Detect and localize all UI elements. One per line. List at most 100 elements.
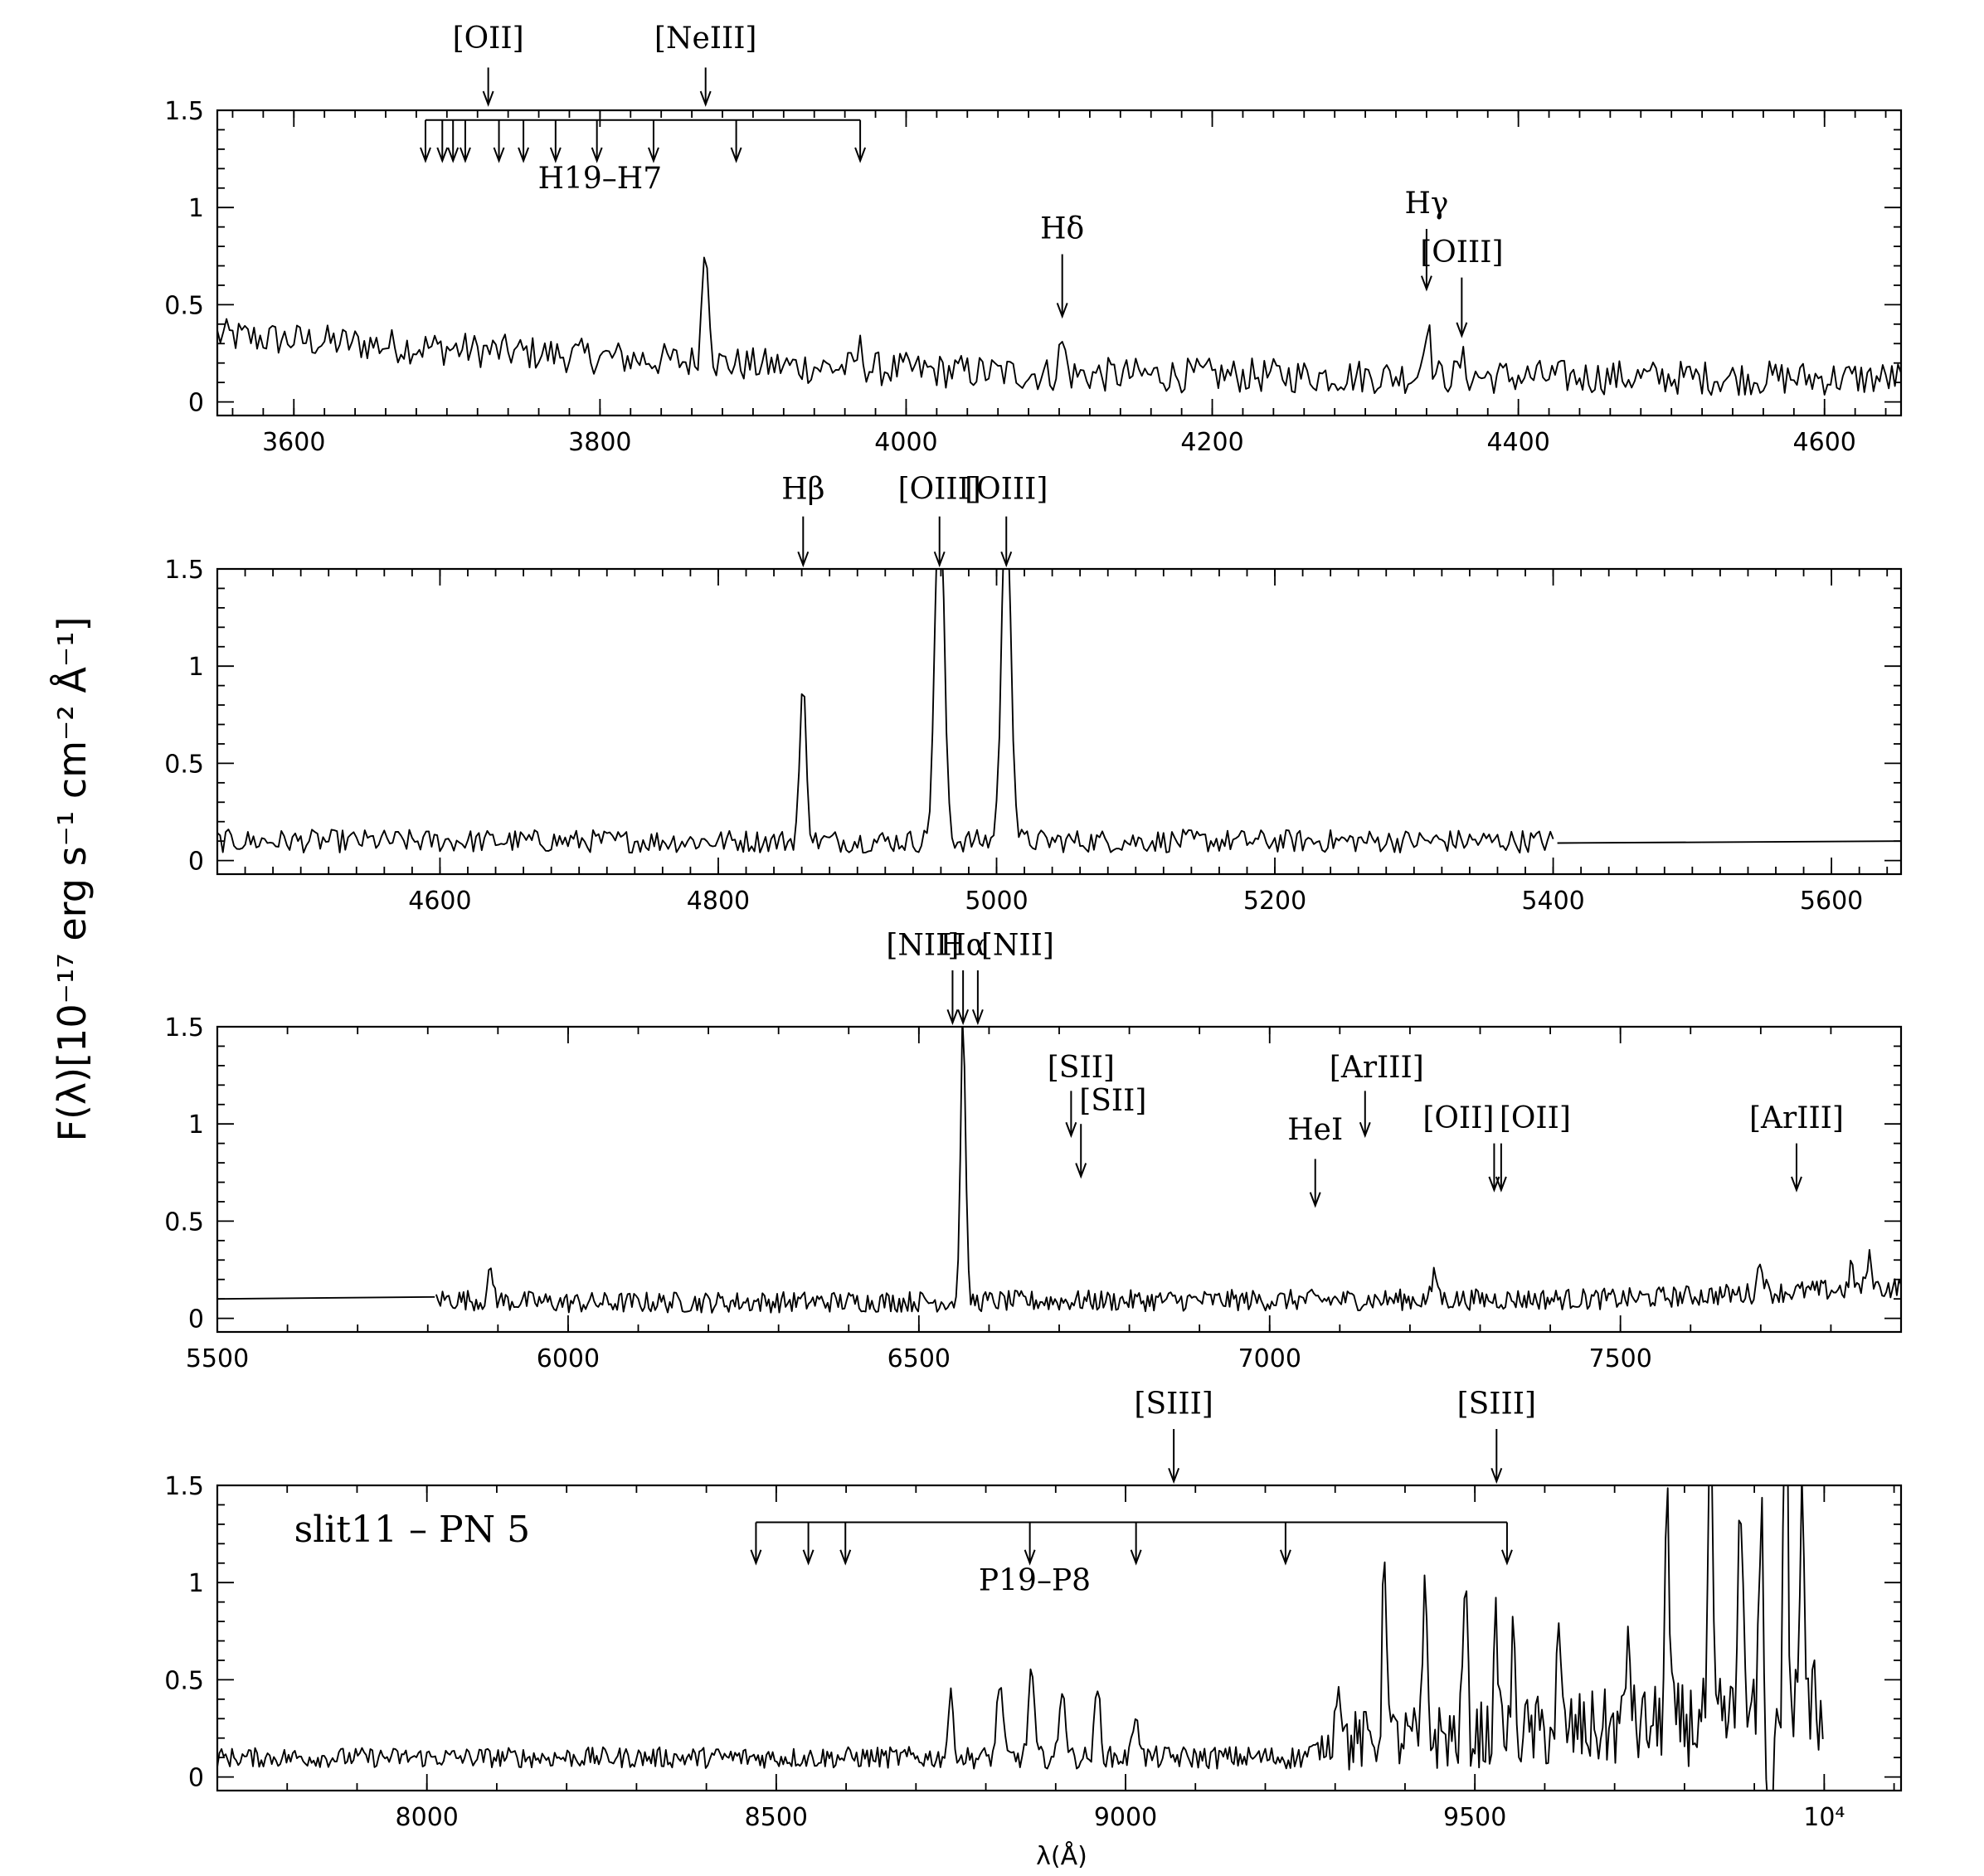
x-tick-label: 4600 — [408, 887, 471, 916]
x-tick-label: 5000 — [965, 887, 1028, 916]
line-id-arrow-head — [1495, 1176, 1507, 1193]
line-id-label: [SIII] — [1457, 1387, 1536, 1421]
line-id-arrow-head — [971, 1008, 984, 1026]
series-arrow-head — [730, 147, 742, 163]
x-tick-label: 4400 — [1486, 428, 1549, 457]
series-arrow-head — [750, 1549, 762, 1566]
line-id-label: [OIII] — [1420, 236, 1503, 270]
series-arrow-head — [1024, 1549, 1036, 1566]
line-id-label: [NeIII] — [654, 22, 757, 56]
y-tick-label: 1.5 — [164, 1472, 204, 1501]
series-arrow-head — [549, 147, 562, 163]
line-id-label: [ArIII] — [1330, 1051, 1424, 1085]
x-axis-label: λ(Å) — [1036, 1841, 1087, 1871]
x-tick-label: 7000 — [1238, 1344, 1301, 1373]
line-id-arrow-head — [1075, 1163, 1087, 1179]
series-arrow-head — [460, 147, 471, 163]
series-arrow-head — [839, 1549, 852, 1566]
panel-3: 5500 6000 6500 7000 7500 0 0.5 1 1.5 [NII]Hα[NII]… — [164, 928, 1903, 1373]
series-arrow-head — [854, 147, 867, 163]
y-axis-label: F(λ)[10⁻¹⁷ erg s⁻¹ cm⁻² Å⁻¹] — [50, 617, 95, 1142]
series-label: H19–H7 — [538, 162, 663, 196]
series-arrow-head — [802, 1549, 815, 1566]
series-arrow-head — [1500, 1549, 1513, 1566]
line-id-arrow-head — [946, 1008, 959, 1026]
line-id-arrow-head — [1065, 1121, 1077, 1139]
x-tick-label: 8000 — [396, 1803, 459, 1832]
line-id-arrow-head — [699, 90, 712, 107]
x-tick-label: 4600 — [1793, 428, 1856, 457]
x-tick-label: 4200 — [1180, 428, 1243, 457]
series-arrow-head — [436, 147, 449, 163]
panel-label: slit11 – PN 5 — [294, 1509, 530, 1551]
line-id-label: [OIII] — [965, 473, 1048, 507]
y-tick-label: 0 — [188, 1764, 204, 1793]
line-id-label: [OII] — [1500, 1101, 1571, 1135]
spectrum-line — [217, 569, 1901, 854]
series-arrow-head — [493, 147, 505, 163]
x-tick-label: 6000 — [537, 1344, 600, 1373]
x-tick-label: 5500 — [186, 1344, 249, 1373]
panel-1: 3600 3800 4000 4200 4400 4600 0 0.5 1 1.5 [OII] [Ne… — [164, 22, 1903, 457]
y-tick-label: 1.5 — [164, 556, 204, 585]
line-id-arrow-head — [1456, 322, 1468, 338]
line-id-arrow-head — [1000, 551, 1013, 568]
series-arrow-head — [1279, 1549, 1291, 1566]
x-tick-label: 4800 — [687, 887, 750, 916]
line-id-label: [NII] — [886, 928, 959, 962]
series-arrow-head — [648, 147, 659, 163]
y-tick-label: 0.5 — [164, 1208, 204, 1237]
line-id-arrow-head — [797, 551, 810, 568]
x-tick-label: 9500 — [1443, 1803, 1506, 1832]
y-tick-label: 1 — [188, 1111, 204, 1140]
x-tick-label: 5600 — [1800, 887, 1863, 916]
line-id-arrow-head — [1309, 1192, 1321, 1208]
plot-frame — [216, 567, 1903, 876]
line-id-arrow-head — [482, 90, 494, 107]
line-id-label: [SII] — [1079, 1084, 1146, 1118]
x-tick-label: 10⁴ — [1803, 1803, 1845, 1832]
line-id-label: Hδ — [1040, 212, 1084, 246]
line-id-label: [NII] — [981, 928, 1054, 962]
line-id-arrow-head — [957, 1008, 970, 1026]
series-arrow-head — [420, 147, 431, 163]
x-tick-label: 4000 — [874, 428, 937, 457]
line-id-arrow-head — [1359, 1121, 1371, 1139]
line-id-label: [OII] — [453, 22, 524, 56]
line-id-label: [OII] — [1422, 1101, 1494, 1135]
y-tick-label: 1 — [188, 194, 204, 223]
line-id-label: Hα — [940, 928, 986, 962]
line-id-arrow-head — [1791, 1176, 1802, 1193]
panel-4: 8000 8500 9000 9500 10⁴ 0 0.5 1 1.5 [SIII] [SIII] P… — [164, 1387, 1903, 1832]
series-arrow-head — [518, 147, 530, 163]
y-tick-label: 0.5 — [164, 1666, 204, 1695]
line-id-label: Hβ — [781, 473, 824, 507]
line-id-label: Hγ — [1404, 187, 1448, 221]
spectrum-line — [217, 1485, 1824, 1791]
y-tick-label: 0 — [188, 389, 204, 418]
spectrum-line — [217, 256, 1901, 396]
line-id-arrow-head — [1168, 1467, 1180, 1485]
y-tick-label: 1 — [188, 1569, 204, 1598]
y-tick-label: 0 — [188, 848, 204, 877]
x-tick-label: 7500 — [1588, 1344, 1651, 1373]
x-tick-label: 6500 — [887, 1344, 951, 1373]
line-id-label: [ArIII] — [1749, 1101, 1844, 1135]
y-tick-label: 1 — [188, 653, 204, 682]
y-tick-label: 0.5 — [164, 291, 204, 320]
line-id-label: HeI — [1287, 1113, 1343, 1147]
y-tick-label: 0 — [188, 1305, 204, 1334]
panel-2: 4600 4800 5000 5200 5400 5600 0 0.5 1 1.5 Hβ [OIII]… — [164, 473, 1903, 916]
line-id-arrow-head — [933, 551, 946, 568]
line-id-arrow-head — [1420, 275, 1432, 292]
series-arrow-head — [1130, 1549, 1142, 1566]
series-arrow-head — [447, 147, 460, 163]
x-tick-label: 3800 — [568, 428, 631, 457]
y-tick-label: 0.5 — [164, 750, 204, 779]
x-tick-label: 3600 — [262, 428, 325, 457]
y-tick-label: 1.5 — [164, 97, 204, 126]
line-id-arrow-head — [1490, 1467, 1503, 1485]
line-id-label: [SII] — [1048, 1051, 1115, 1085]
spectrum-line — [217, 1027, 1901, 1314]
